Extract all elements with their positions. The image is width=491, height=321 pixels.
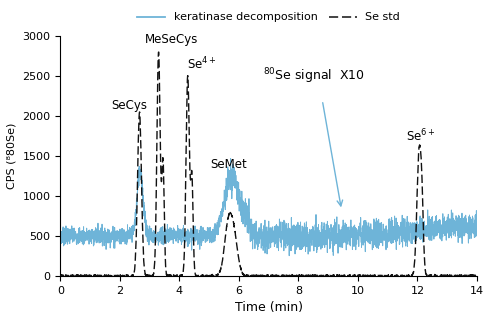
Text: $^{80}$Se signal  X10: $^{80}$Se signal X10 [263, 66, 364, 86]
Text: Se$^{6+}$: Se$^{6+}$ [406, 127, 435, 144]
X-axis label: Time (min): Time (min) [235, 301, 302, 314]
Legend: keratinase decomposition, Se std: keratinase decomposition, Se std [133, 8, 405, 27]
Text: SeMet: SeMet [211, 158, 247, 171]
Text: MeSeCys: MeSeCys [145, 33, 198, 46]
Y-axis label: CPS (⁸80Se): CPS (⁸80Se) [7, 123, 17, 189]
Text: Se$^{4+}$: Se$^{4+}$ [187, 55, 217, 72]
Text: SeCys: SeCys [111, 99, 147, 112]
